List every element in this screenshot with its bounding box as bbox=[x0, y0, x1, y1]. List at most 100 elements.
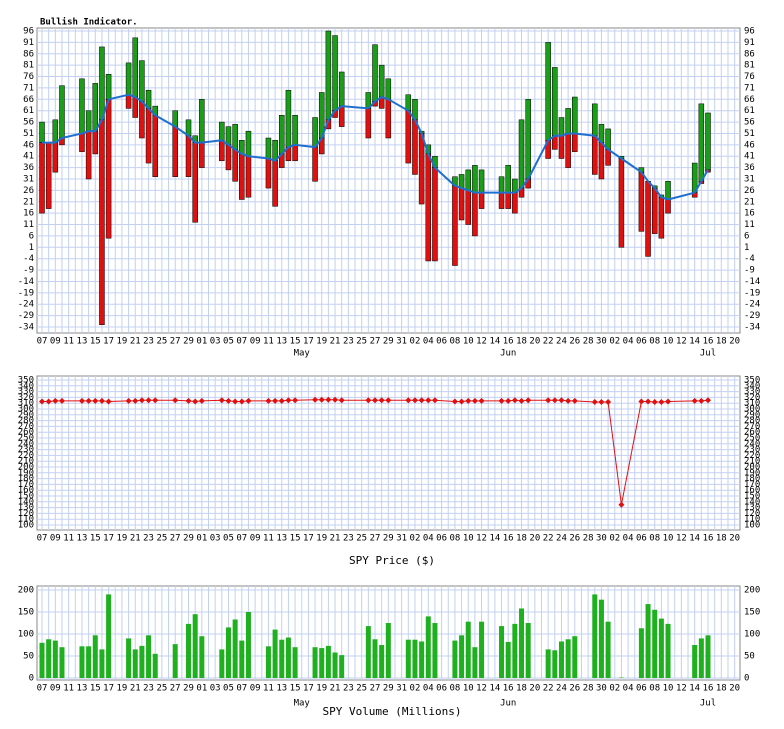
month-label: May bbox=[294, 349, 311, 359]
volume-bar bbox=[692, 645, 698, 678]
y-tick-label: 46 bbox=[23, 140, 34, 150]
x-tick-label: 14 bbox=[489, 684, 500, 694]
volume-bar bbox=[146, 635, 152, 678]
bullish-bar bbox=[518, 119, 525, 189]
price-marker bbox=[292, 397, 299, 404]
volume-bar bbox=[425, 616, 431, 678]
y-tick-label: 31 bbox=[23, 175, 34, 185]
volume-bar bbox=[312, 647, 318, 678]
volume-bar bbox=[265, 646, 271, 678]
y-tick-label: 290 bbox=[744, 410, 760, 420]
y-tick-label: 96 bbox=[744, 27, 755, 37]
volume-bar bbox=[638, 628, 644, 678]
x-tick-label: 09 bbox=[50, 684, 61, 694]
price-marker bbox=[145, 397, 152, 404]
bearish-bar bbox=[338, 105, 345, 127]
bullish-bar bbox=[292, 114, 298, 146]
volume-bar bbox=[199, 636, 205, 678]
price-marker bbox=[658, 399, 665, 406]
y-tick-label: -29 bbox=[18, 311, 34, 321]
x-tick-label: 29 bbox=[383, 534, 394, 544]
y-tick-label: -24 bbox=[744, 300, 760, 310]
moving-average-line bbox=[640, 171, 669, 201]
bearish-bar bbox=[465, 190, 471, 225]
y-tick-label: 71 bbox=[744, 83, 755, 93]
volume-bar bbox=[545, 649, 551, 678]
y-tick-label: 300 bbox=[744, 405, 760, 415]
price-marker bbox=[451, 398, 458, 405]
price-marker bbox=[172, 397, 179, 404]
x-tick-label: 16 bbox=[503, 534, 514, 544]
x-tick-label: 23 bbox=[143, 337, 154, 347]
bullish-bar bbox=[312, 117, 318, 148]
y-tick-label: 36 bbox=[23, 163, 34, 173]
y-tick-label: 130 bbox=[18, 503, 34, 513]
price-marker bbox=[471, 397, 478, 404]
moving-average-line bbox=[407, 110, 436, 169]
x-tick-label: 27 bbox=[370, 534, 381, 544]
bullish-bar bbox=[698, 103, 705, 182]
y-tick-label: 200 bbox=[18, 586, 34, 596]
x-tick-label: 06 bbox=[636, 337, 647, 347]
y-tick-label: 130 bbox=[744, 503, 760, 513]
y-tick-label: 250 bbox=[18, 434, 34, 444]
bullish-bar bbox=[705, 112, 711, 171]
x-tick-label: 23 bbox=[343, 534, 354, 544]
price-marker bbox=[385, 397, 392, 404]
x-tick-label: 20 bbox=[729, 534, 740, 544]
bearish-bar bbox=[92, 130, 99, 155]
y-tick-label: 350 bbox=[18, 376, 34, 386]
line-connector bbox=[667, 191, 695, 201]
y-tick-label: 91 bbox=[23, 38, 34, 48]
x-tick-label: 11 bbox=[63, 684, 74, 694]
y-tick-label: 320 bbox=[18, 393, 34, 403]
bullish-bar bbox=[85, 110, 92, 132]
price-marker bbox=[45, 398, 52, 405]
bearish-bar bbox=[432, 167, 438, 262]
price-marker bbox=[152, 397, 159, 404]
y-tick-label: 240 bbox=[744, 439, 760, 449]
moving-average-line bbox=[187, 135, 202, 144]
price-marker bbox=[565, 397, 572, 404]
y-tick-label: 100 bbox=[18, 630, 34, 640]
price-marker bbox=[591, 399, 598, 406]
y-tick-label: 260 bbox=[18, 428, 34, 438]
x-tick-label: 27 bbox=[370, 337, 381, 347]
x-tick-label: 04 bbox=[423, 337, 434, 347]
x-tick-label: 12 bbox=[476, 684, 487, 694]
y-tick-label: 270 bbox=[744, 422, 760, 432]
y-tick-label: 140 bbox=[744, 497, 760, 507]
x-tick-label: 16 bbox=[503, 337, 514, 347]
x-tick-label: 27 bbox=[370, 684, 381, 694]
moving-average-line bbox=[42, 137, 63, 144]
x-tick-label: 02 bbox=[410, 534, 421, 544]
y-tick-label: 21 bbox=[23, 197, 34, 207]
price-marker bbox=[378, 397, 385, 404]
y-tick-label: 190 bbox=[18, 468, 34, 478]
bullish-bar bbox=[572, 96, 578, 134]
line-connector bbox=[620, 157, 642, 173]
x-tick-label: 14 bbox=[489, 534, 500, 544]
x-tick-label: 07 bbox=[37, 684, 48, 694]
bullish-bar bbox=[465, 169, 471, 191]
x-tick-label: 12 bbox=[476, 337, 487, 347]
x-tick-label: 06 bbox=[636, 684, 647, 694]
x-tick-label: 04 bbox=[423, 534, 434, 544]
x-tick-label: 09 bbox=[250, 684, 261, 694]
y-tick-label: 51 bbox=[744, 129, 755, 139]
volume-bar bbox=[459, 635, 465, 678]
volume-bar bbox=[465, 621, 471, 678]
line-connector bbox=[607, 401, 622, 505]
y-tick-label: -34 bbox=[18, 323, 34, 333]
x-tick-label: 15 bbox=[90, 337, 101, 347]
moving-average-line bbox=[693, 169, 709, 194]
x-tick-label: 08 bbox=[449, 337, 460, 347]
x-tick-label: 23 bbox=[343, 684, 354, 694]
x-tick-label: 19 bbox=[316, 684, 327, 694]
price-marker bbox=[185, 397, 192, 404]
x-tick-label: 12 bbox=[676, 684, 687, 694]
price-marker bbox=[571, 397, 578, 404]
x-tick-label: 11 bbox=[63, 534, 74, 544]
bullish-bar bbox=[172, 110, 178, 127]
x-tick-label: 10 bbox=[463, 337, 474, 347]
